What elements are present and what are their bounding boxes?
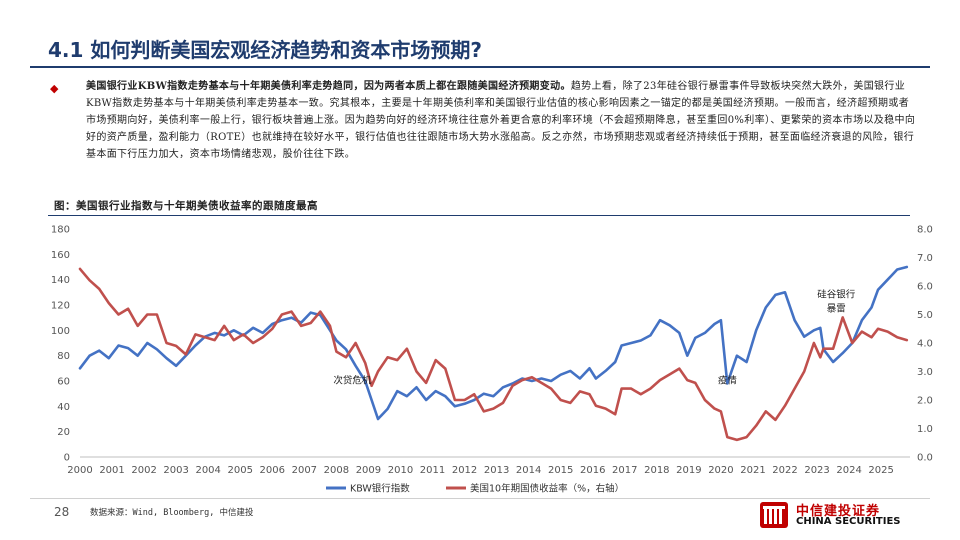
x-axis-tick-label: 2019 xyxy=(676,465,701,476)
x-axis-tick-label: 2001 xyxy=(99,465,124,476)
page-title: 4.1 如何判断美国宏观经济趋势和资本市场预期? xyxy=(48,38,482,62)
x-axis-tick-label: 2022 xyxy=(772,465,797,476)
x-axis-tick-label: 2000 xyxy=(67,465,92,476)
bullet-diamond-icon: ◆ xyxy=(50,82,59,95)
caption-divider xyxy=(48,215,910,216)
legend-ust-label: 美国10年期国债收益率（%，右轴） xyxy=(470,483,624,495)
data-source: 数据来源：Wind, Bloomberg, 中信建投 xyxy=(90,508,254,518)
kbw-index-line xyxy=(78,265,909,421)
x-axis-tick-label: 2020 xyxy=(708,465,733,476)
x-axis-tick-label: 2025 xyxy=(868,465,893,476)
chart-annotation: 硅谷银行 xyxy=(817,288,856,300)
x-axis-tick-label: 2010 xyxy=(388,465,413,476)
right-axis-tick-label: 1.0 xyxy=(917,424,933,435)
x-axis-tick-label: 2023 xyxy=(804,465,829,476)
title-divider xyxy=(30,66,930,68)
footer-divider xyxy=(30,498,930,499)
left-axis-tick-label: 80 xyxy=(57,351,70,362)
x-axis-tick-label: 2009 xyxy=(356,465,381,476)
page-number: 28 xyxy=(54,505,70,519)
chart-annotation: 次贷危机 xyxy=(333,375,372,387)
x-axis-tick-label: 2005 xyxy=(228,465,253,476)
x-axis-tick-label: 2011 xyxy=(420,465,445,476)
x-axis-tick-label: 2016 xyxy=(580,465,605,476)
right-axis-tick-label: 3.0 xyxy=(917,367,933,378)
x-axis-tick-label: 2007 xyxy=(292,465,317,476)
right-axis-tick-label: 0.0 xyxy=(917,453,933,464)
left-axis-tick-label: 20 xyxy=(57,427,70,438)
x-axis-tick-label: 2013 xyxy=(484,465,509,476)
logo-text-en: CHINA SECURITIES xyxy=(796,516,901,527)
x-axis-tick-label: 2002 xyxy=(131,465,156,476)
left-axis-tick-label: 180 xyxy=(51,225,70,236)
right-axis-tick-label: 4.0 xyxy=(917,339,933,350)
x-axis-tick-label: 2018 xyxy=(644,465,669,476)
chart-annotation: 暴雷 xyxy=(827,303,846,314)
x-axis-tick-label: 2012 xyxy=(452,465,477,476)
ust-10y-yield-line xyxy=(78,267,909,442)
x-axis-tick-label: 2014 xyxy=(516,465,541,476)
left-axis-tick-label: 60 xyxy=(57,377,70,388)
body-paragraph: 美国银行业KBW指数走势基本与十年期美债利率走势趋同，因为两者本质上都在跟随美国… xyxy=(86,78,918,163)
left-axis-tick-label: 40 xyxy=(57,402,70,413)
left-axis-tick-label: 160 xyxy=(51,250,70,261)
legend-kbw-label: KBW银行指数 xyxy=(350,483,410,495)
x-axis-tick-label: 2006 xyxy=(260,465,285,476)
x-axis-tick-label: 2004 xyxy=(195,465,220,476)
paragraph-lead: 美国银行业KBW指数走势基本与十年期美债利率走势趋同，因为两者本质上都在跟随美国… xyxy=(86,81,571,92)
left-axis-tick-label: 100 xyxy=(51,326,70,337)
logo-text-cn: 中信建投证券 xyxy=(796,504,881,519)
figure-caption: 图：美国银行业指数与十年期美债收益率的跟随度最高 xyxy=(54,200,318,212)
right-axis-tick-label: 5.0 xyxy=(917,310,933,321)
left-axis-tick-label: 120 xyxy=(51,301,70,312)
paragraph-body: 趋势上看，除了23年硅谷银行暴雷事件导致板块突然大跌外，美国银行业KBW指数走势… xyxy=(86,81,916,160)
left-axis-tick-label: 140 xyxy=(51,275,70,286)
left-axis-tick-label: 0 xyxy=(64,453,70,464)
x-axis-tick-label: 2024 xyxy=(836,465,861,476)
right-axis-tick-label: 6.0 xyxy=(917,282,933,293)
x-axis-tick-label: 2003 xyxy=(163,465,188,476)
right-axis-tick-label: 8.0 xyxy=(917,225,933,236)
company-logo: 中信建投证券 CHINA SECURITIES xyxy=(760,500,930,532)
x-axis-tick-label: 2021 xyxy=(740,465,765,476)
right-axis-tick-label: 2.0 xyxy=(917,396,933,407)
right-axis-tick-label: 7.0 xyxy=(917,253,933,264)
x-axis-tick-label: 2015 xyxy=(548,465,573,476)
x-axis-tick-label: 2008 xyxy=(324,465,349,476)
logo-mark-icon xyxy=(760,502,788,528)
chart-annotation: 疫情 xyxy=(718,375,738,387)
x-axis-tick-label: 2017 xyxy=(612,465,637,476)
